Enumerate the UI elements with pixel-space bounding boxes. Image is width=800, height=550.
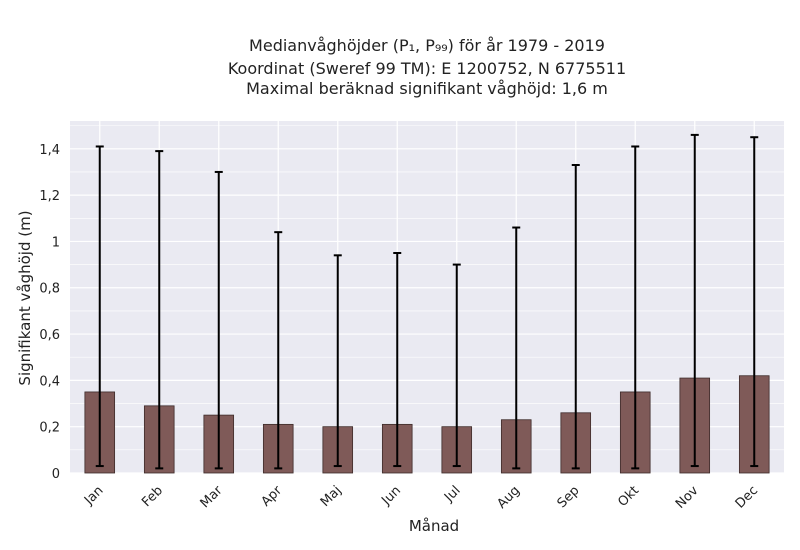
title-line-3: Maximal beräknad signifikant våghöjd: 1,…	[246, 79, 608, 98]
plot-area	[70, 121, 784, 473]
chart-title: Medianvåghöjder (P₁, P₉₉) för år 1979 - …	[228, 36, 626, 98]
y-axis-label: Signifikant våghöjd (m)	[16, 210, 34, 385]
x-tick-label-feb: Feb	[139, 483, 166, 510]
y-tick-label: 0	[52, 467, 60, 482]
y-tick-label: 0,4	[39, 374, 60, 389]
title-line-1: Medianvåghöjder (P₁, P₉₉) för år 1979 - …	[249, 36, 605, 55]
y-tick-label: 0,8	[39, 282, 60, 297]
y-tick-label: 1,2	[39, 189, 60, 204]
x-axis-label: Månad	[409, 517, 459, 535]
x-tick-label-aug: Aug	[495, 483, 524, 512]
x-tick-label-mar: Mar	[198, 483, 226, 511]
x-tick-label-okt: Okt	[615, 483, 642, 510]
y-tick-label: 1,4	[39, 143, 60, 158]
x-tick-label-maj: Maj	[318, 483, 345, 510]
title-line-2: Koordinat (Sweref 99 TM): E 1200752, N 6…	[228, 59, 626, 78]
x-tick-label-dec: Dec	[733, 483, 761, 511]
x-tick-label-jul: Jul	[441, 483, 463, 505]
y-tick-label: 0,2	[39, 421, 60, 436]
x-tick-labels: Jan Feb Mar Apr Maj Jun Jul Aug Sep Okt Nov Dec	[81, 483, 761, 512]
y-tick-label: 1	[52, 235, 60, 250]
x-tick-label-sep: Sep	[555, 483, 583, 511]
x-tick-label-nov: Nov	[673, 483, 702, 512]
x-tick-label-jan: Jan	[81, 483, 106, 508]
x-tick-label-apr: Apr	[259, 483, 286, 510]
y-tick-labels: 0 0,2 0,4 0,6 0,8 1 1,2 1,4	[39, 143, 60, 482]
y-tick-label: 0,6	[39, 328, 60, 343]
x-tick-label-jun: Jun	[378, 483, 404, 509]
error-bars	[95, 133, 759, 470]
